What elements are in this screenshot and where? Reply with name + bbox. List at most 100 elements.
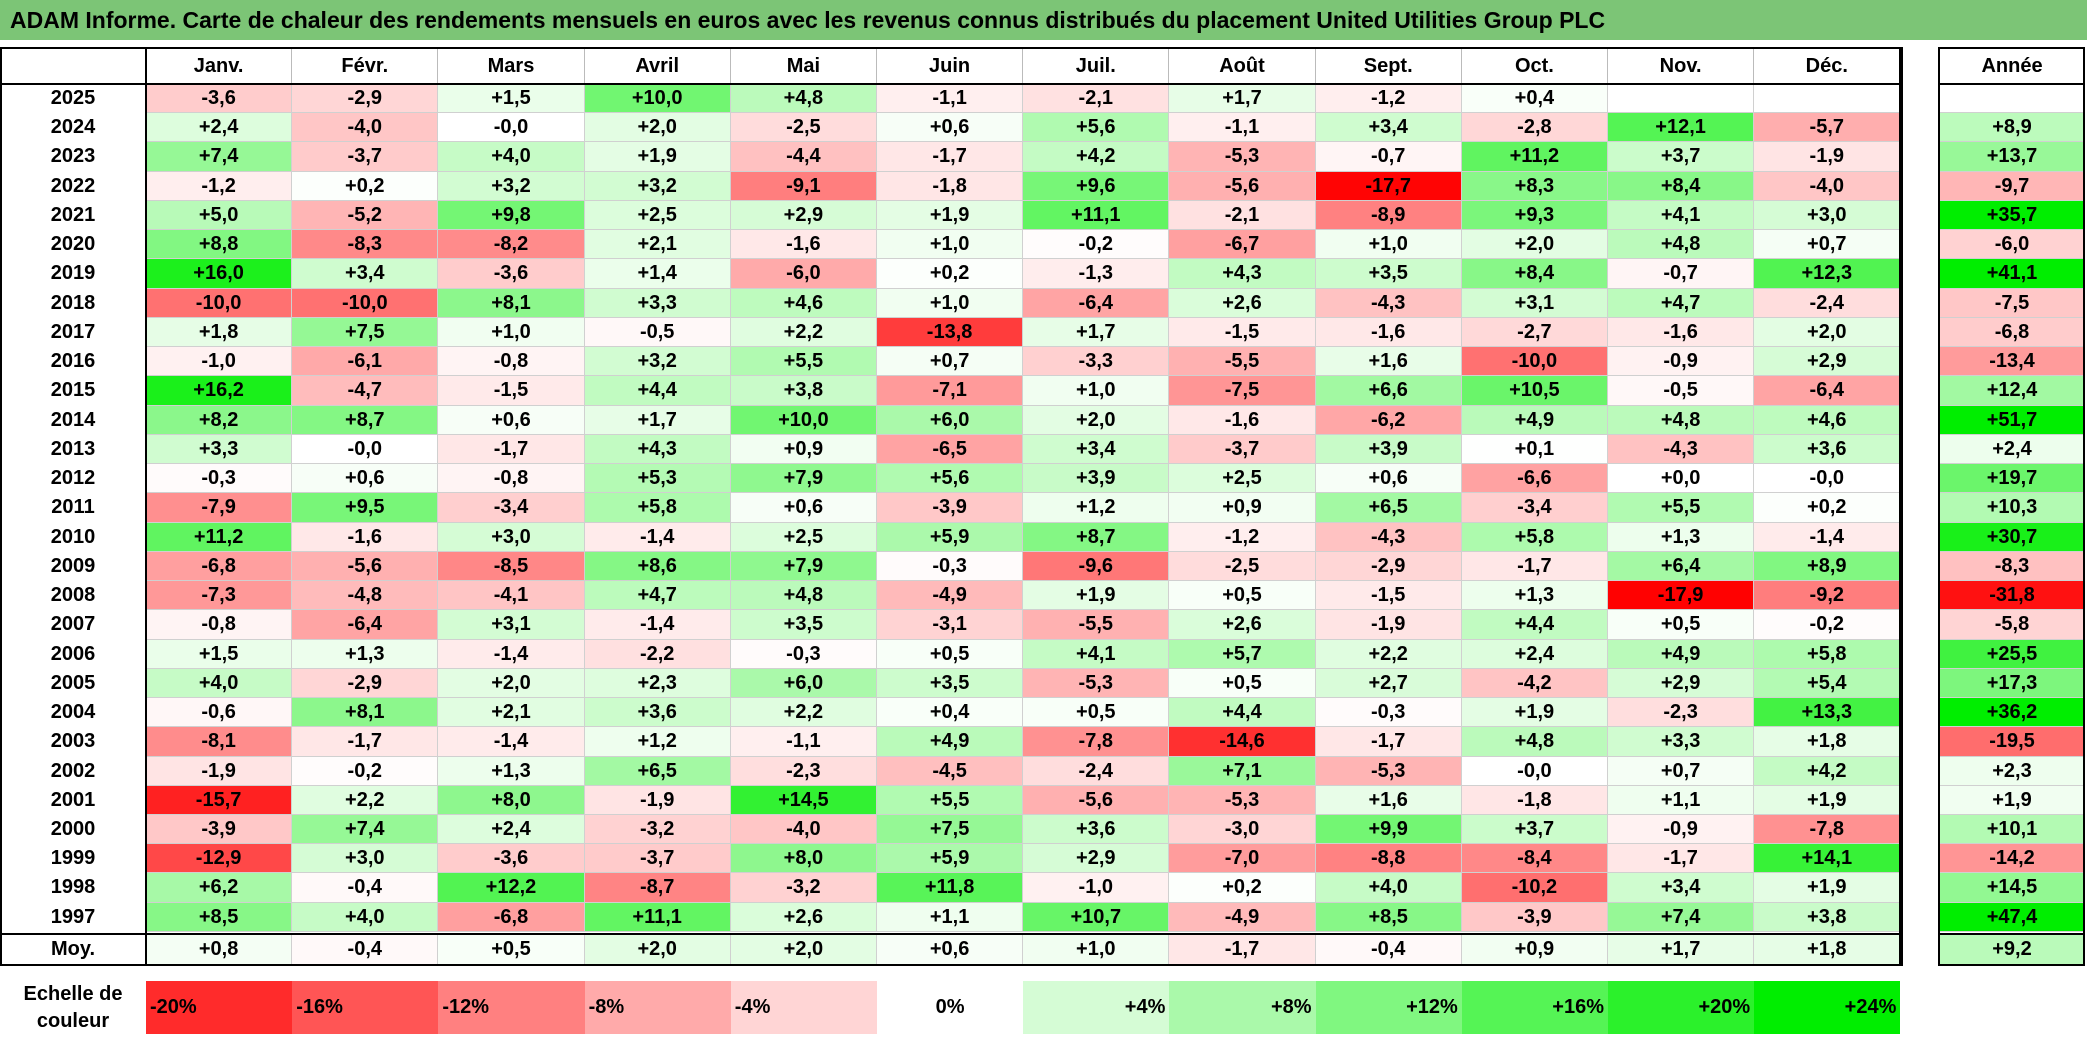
heatmap-cell: +2,9 [1608,668,1755,699]
heatmap-cell: -1,7 [1315,727,1462,757]
heatmap-cell: +7,5 [877,815,1024,845]
annual-cell: +47,4 [1939,902,2085,932]
heatmap-cell: +1,3 [1461,581,1608,611]
heatmap-cell: +4,8 [1461,727,1608,757]
heatmap-cell: -3,1 [877,610,1024,640]
heatmap-cell: +6,5 [1315,493,1462,523]
average-cell: -0,4 [292,934,439,965]
annual-cell: +10,3 [1939,493,2085,523]
heatmap-cell: -7,8 [1754,815,1901,845]
year-label: 2002 [50,759,96,782]
heatmap-cell: -6,4 [292,610,439,640]
year-label: 2017 [50,320,96,343]
heatmap-cell: +8,5 [1315,902,1462,932]
legend-swatch: -20% [146,981,293,1034]
heatmap-cell: +3,6 [1754,434,1901,465]
heatmap-cell: -6,6 [1461,464,1608,494]
heatmap-cell: +1,7 [1169,84,1316,114]
heatmap-cell: +7,1 [1169,756,1316,786]
heatmap-cell: -0,7 [1608,259,1755,289]
legend-swatch: -8% [584,981,731,1034]
heatmap-cell: -2,5 [730,113,877,143]
heatmap-cell: +9,5 [292,493,439,523]
heatmap-cell: -8,2 [438,230,585,260]
heatmap-cell: -1,9 [1315,610,1462,640]
heatmap-cell: -1,4 [438,727,585,757]
heatmap-cell: -0,9 [1608,815,1755,845]
heatmap-cell: +2,5 [730,522,877,552]
year-label: 2022 [50,174,96,197]
year-label: 2020 [50,233,96,256]
legend-swatch: -4% [730,981,877,1034]
heatmap-cell: -2,9 [292,668,439,699]
year-label: 2004 [50,701,96,724]
heatmap-cell: -1,4 [584,610,731,640]
heatmap-cell: -3,7 [292,142,439,172]
heatmap-cell: +3,5 [1315,259,1462,289]
heatmap-cell: -3,6 [438,259,585,289]
heatmap-cell: +2,6 [1169,288,1316,318]
heatmap-cell: -8,8 [1315,844,1462,874]
heatmap-cell: +1,1 [1608,785,1755,815]
heatmap-cell: +2,2 [1315,639,1462,669]
annual-cell: -14,2 [1939,844,2085,874]
average-cell: -0,4 [1315,934,1462,965]
heatmap-cell: -2,4 [1754,288,1901,318]
heatmap-cell: +3,0 [292,844,439,874]
heatmap-cell: +0,4 [1461,84,1608,114]
heatmap-cell: +3,5 [730,610,877,640]
heatmap-cell: +1,0 [1315,230,1462,260]
heatmap-cell: +9,9 [1315,815,1462,845]
annual-cell: +30,7 [1939,522,2085,552]
heatmap-cell: -5,3 [1169,785,1316,815]
heatmap-cell: +8,1 [292,698,439,728]
heatmap-cell: -4,2 [1461,668,1608,699]
annual-cell: +2,4 [1939,434,2085,465]
annual-cell: -5,8 [1939,610,2085,640]
heatmap-cell: -0,0 [1461,756,1608,786]
heatmap-cell: +3,2 [438,171,585,201]
annual-cell: +10,1 [1939,815,2085,845]
heatmap-cell: -8,9 [1315,200,1462,231]
heatmap-cell: -3,0 [1169,815,1316,845]
heatmap-cell: -7,3 [146,581,293,611]
year-label: 1998 [50,876,96,899]
heatmap-cell: -1,7 [292,727,439,757]
heatmap-cell: -5,3 [1169,142,1316,172]
heatmap-cell: -2,1 [1169,200,1316,231]
year-label: 2008 [50,584,96,607]
heatmap-cell: -4,3 [1608,434,1755,465]
heatmap-cell: -0,2 [1754,610,1901,640]
month-header: Juil. [1023,48,1170,84]
heatmap-cell: -0,0 [1754,464,1901,494]
header-separator [0,83,1903,85]
year-label: 2011 [51,496,95,519]
heatmap-cell: -1,6 [730,230,877,260]
heatmap-cell: +3,7 [1461,815,1608,845]
heatmap-cell: -1,9 [1754,142,1901,172]
heatmap-cell: +9,8 [438,200,585,231]
heatmap-cell: -3,2 [730,873,877,903]
month-header: Mars [438,48,585,84]
heatmap-cell: +3,2 [584,171,731,201]
heatmap-cell: +5,5 [877,785,1024,815]
year-label: 2003 [50,730,96,753]
heatmap-cell: -4,5 [877,756,1024,786]
heatmap-cell: -1,7 [438,434,585,465]
heatmap-cell: +1,0 [877,230,1024,260]
heatmap-cell: +9,3 [1461,200,1608,231]
heatmap-cell: -15,7 [146,785,293,815]
heatmap-cell: +0,5 [1169,668,1316,699]
heatmap-cell: +2,6 [1169,610,1316,640]
legend-swatch: -12% [438,981,585,1034]
heatmap-cell: -1,7 [1608,844,1755,874]
heatmap-cell: -0,2 [292,756,439,786]
year-label: 2014 [50,408,96,431]
heatmap-cell: -1,9 [584,785,731,815]
legend-swatch: 0% [877,981,1024,1034]
year-label: 2016 [50,350,96,373]
heatmap-cell: -3,9 [1461,902,1608,932]
heatmap-cell: -1,1 [1169,113,1316,143]
heatmap-cell: +11,2 [1461,142,1608,172]
heatmap-cell: -1,2 [146,171,293,201]
